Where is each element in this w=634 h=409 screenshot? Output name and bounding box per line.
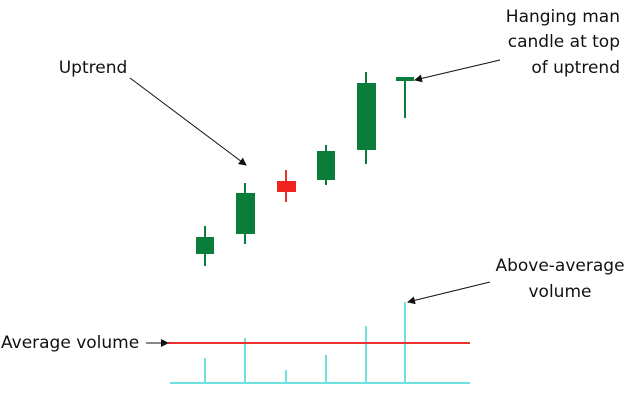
label: volume bbox=[529, 282, 592, 302]
label: of uptrend bbox=[531, 58, 620, 78]
candles bbox=[196, 72, 414, 266]
label: candle at top bbox=[508, 32, 620, 52]
candle-body bbox=[357, 83, 376, 150]
candle-body bbox=[396, 77, 414, 81]
arrow bbox=[407, 281, 491, 305]
candle-body bbox=[277, 181, 296, 192]
label: Uptrend bbox=[59, 58, 128, 78]
candle-body bbox=[196, 237, 214, 254]
label: Above-average bbox=[495, 256, 624, 276]
candle-body bbox=[317, 151, 335, 180]
label: Average volume bbox=[1, 333, 139, 353]
arrows bbox=[129, 59, 501, 347]
arrow bbox=[129, 77, 247, 166]
candle-body bbox=[236, 193, 255, 234]
label: Hanging man bbox=[506, 7, 620, 27]
arrow bbox=[414, 59, 501, 83]
